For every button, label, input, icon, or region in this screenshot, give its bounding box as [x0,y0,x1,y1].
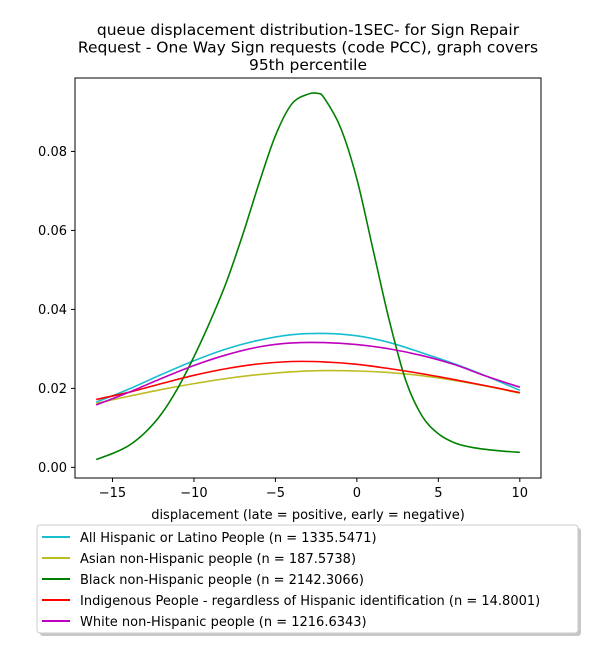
series-line-2 [95,92,520,461]
legend-box [36,524,579,634]
x-tick-label: 10 [512,486,529,501]
chart-title-line: queue displacement distribution-1SEC- fo… [97,21,520,39]
x-tick-label: −5 [266,486,285,501]
x-tick-label: −15 [99,486,126,501]
legend-entry: Black non-Hispanic people (n = 2142.3066… [80,573,364,588]
chart-title-line: 95th percentile [249,56,367,74]
x-axis: −15 −10 −5 0 5 10 [99,478,528,501]
series-lines [95,92,521,461]
legend-entry: White non-Hispanic people (n = 1216.6343… [80,615,367,630]
y-tick-label: 0.08 [38,145,67,160]
legend-entry: Indigenous People - regardless of Hispan… [80,594,540,609]
legend-entry: All Hispanic or Latino People (n = 1335.… [80,531,377,546]
y-tick-label: 0.06 [38,224,67,239]
x-tick-label: 0 [353,486,361,501]
y-tick-label: 0.00 [38,461,67,476]
series-line-0 [95,332,521,403]
series-line-1 [96,369,520,405]
legend: All Hispanic or Latino People (n = 1335.… [36,524,581,636]
legend-entry: Asian non-Hispanic people (n = 187.5738) [80,552,356,567]
series-line-4 [95,341,521,406]
x-axis-label: displacement (late = positive, early = n… [151,508,465,523]
series-line-3 [96,360,520,401]
y-axis: 0.00 0.02 0.04 0.06 0.08 [38,145,75,476]
y-tick-label: 0.02 [38,382,67,397]
chart-title: queue displacement distribution-1SEC- fo… [78,21,538,74]
chart-title-line: Request - One Way Sign requests (code PC… [78,39,538,57]
plot-frame [74,77,542,479]
y-tick-label: 0.04 [38,303,67,318]
x-tick-label: 5 [434,486,442,501]
x-tick-label: −10 [180,486,207,501]
